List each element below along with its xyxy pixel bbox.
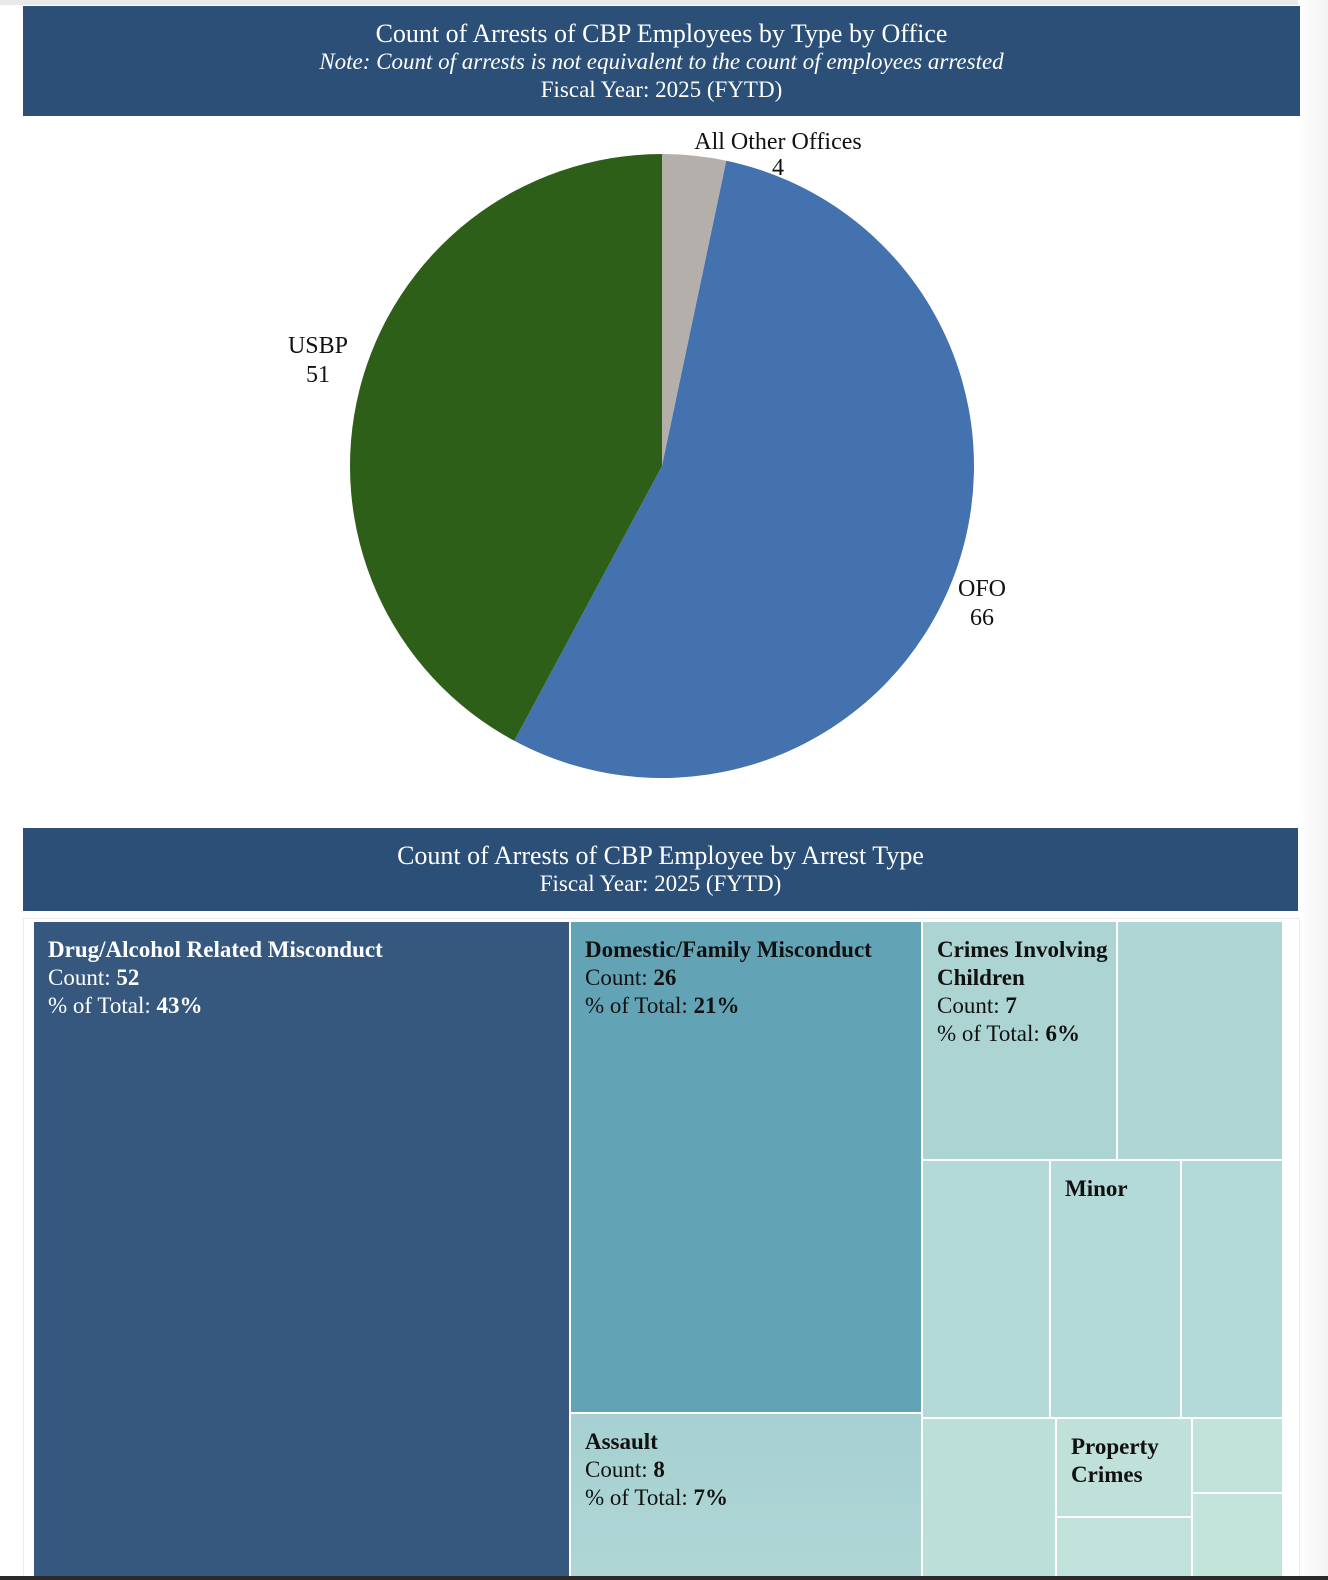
tile-count: 52 (116, 965, 140, 990)
treemap-tile-unlabeled[interactable] (1117, 921, 1283, 1160)
pie-chart-note: Note: Count of arrests is not equivalent… (319, 49, 1004, 74)
treemap-fiscal-year: Fiscal Year: 2025 (FYTD) (539, 871, 782, 896)
treemap-tile-unlabeled[interactable] (1056, 1517, 1192, 1577)
tile-percent: 43% (156, 993, 203, 1018)
treemap-tile-assault[interactable]: Assault Count: 8 % of Total: 7% (570, 1413, 922, 1577)
pie-value-usbp: 51 (306, 362, 330, 388)
tile-name: Crimes Involving Children (937, 937, 1108, 990)
top-border (0, 0, 1328, 5)
tile-name: Minor (1065, 1176, 1128, 1201)
window-edge (1298, 0, 1328, 1580)
treemap-title: Count of Arrests of CBP Employee by Arre… (397, 841, 924, 870)
pie-label-usbp: USBP (288, 333, 348, 359)
treemap-tile-drug-alcohol[interactable]: Drug/Alcohol Related Misconduct Count: 5… (33, 921, 570, 1577)
pie-chart-title: Count of Arrests of CBP Employees by Typ… (375, 19, 948, 48)
treemap-tile-minor[interactable]: Minor (1050, 1160, 1181, 1418)
arrest-type-treemap: Drug/Alcohol Related Misconduct Count: 5… (23, 918, 1300, 1578)
treemap-tile-property-crimes[interactable]: Property Crimes (1056, 1418, 1192, 1517)
pie-value-all-other-offices: 4 (772, 155, 784, 181)
pie-label-all-other-offices: All Other Offices (694, 129, 862, 155)
tile-count: 26 (653, 965, 677, 990)
treemap-tile-unlabeled[interactable] (922, 1160, 1050, 1418)
tile-name: Drug/Alcohol Related Misconduct (48, 937, 383, 962)
tile-name: Domestic/Family Misconduct (585, 937, 872, 962)
tile-percent: 7% (693, 1485, 728, 1510)
treemap-tile-crimes-involving-children[interactable]: Crimes Involving Children Count: 7 % of … (922, 921, 1117, 1160)
treemap-tile-unlabeled[interactable] (1192, 1418, 1283, 1493)
tile-percent: 6% (1045, 1021, 1080, 1046)
tile-name: Property Crimes (1071, 1434, 1159, 1487)
treemap-tile-domestic-family[interactable]: Domestic/Family Misconduct Count: 26 % o… (570, 921, 922, 1413)
tile-percent: 21% (693, 993, 740, 1018)
treemap-tile-unlabeled[interactable] (922, 1418, 1056, 1577)
bottom-border (0, 1576, 1328, 1580)
pie-value-ofo: 66 (970, 605, 994, 631)
tile-name: Assault (585, 1429, 658, 1454)
pie-chart-fiscal-year: Fiscal Year: 2025 (FYTD) (540, 77, 783, 102)
treemap-header: Count of Arrests of CBP Employee by Arre… (23, 828, 1298, 911)
pie-label-ofo: OFO (958, 576, 1006, 602)
treemap-tile-unlabeled[interactable] (1181, 1160, 1283, 1418)
tile-count: 7 (1005, 993, 1017, 1018)
tile-count: 8 (653, 1457, 665, 1482)
pie-slice-all-other-offices[interactable] (662, 154, 727, 466)
pie-slice-ofo[interactable] (514, 160, 975, 779)
pie-slice-usbp[interactable] (349, 154, 662, 741)
pie-chart-header: Count of Arrests of CBP Employees by Typ… (23, 6, 1300, 116)
treemap-tile-unlabeled[interactable] (1192, 1493, 1283, 1577)
